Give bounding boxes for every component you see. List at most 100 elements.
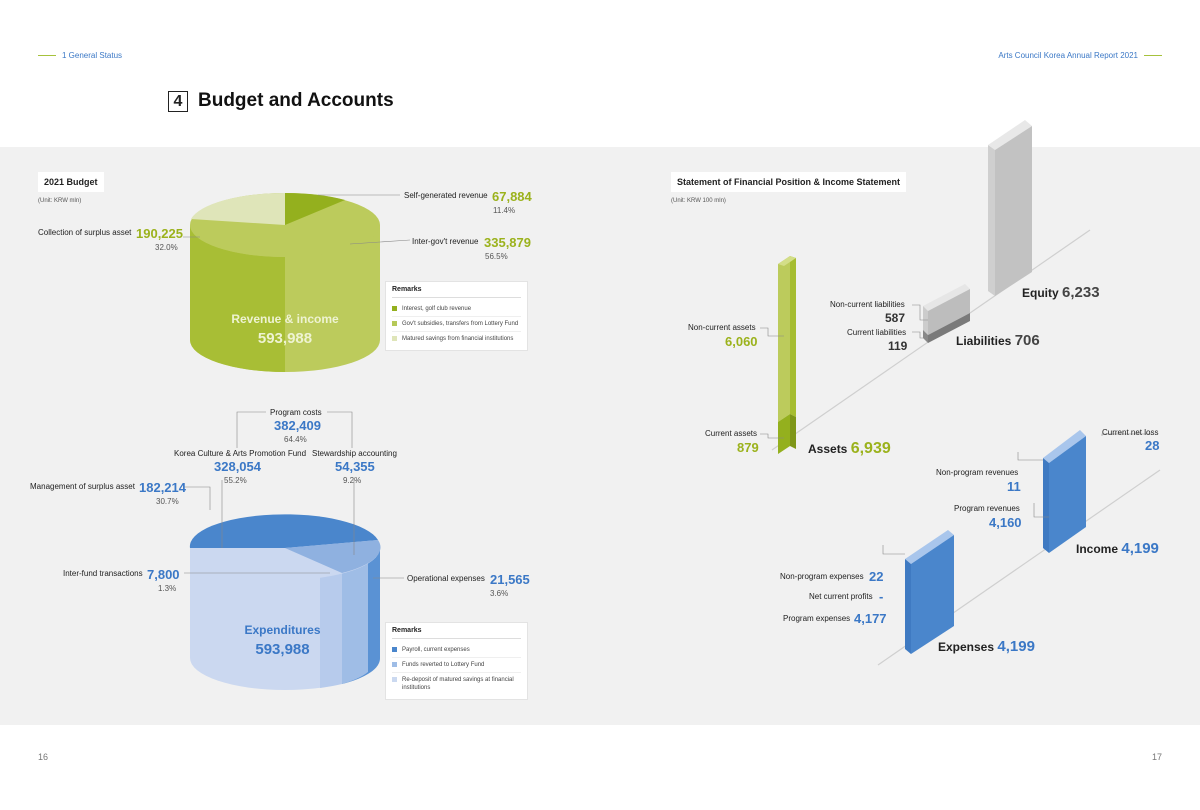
current-assets-label: Current assets (705, 429, 758, 438)
financial-section-title: Statement of Financial Position & Income… (671, 172, 907, 192)
assets-total: 6,939 (850, 440, 891, 457)
program-expenses-label: Program expenses (783, 614, 851, 623)
page-number-right: 17 (1152, 752, 1163, 762)
expenditure-remarks-title: Remarks (392, 627, 521, 639)
program-costs-label: Program costs (270, 408, 322, 417)
expenditure-total: 593,988 (255, 641, 310, 658)
remark-text: Payroll, current expenses (402, 647, 470, 653)
inter-fund-label: Inter-fund transactions (63, 569, 143, 578)
inter-gov-revenue-label: Inter-gov't revenue (412, 237, 479, 246)
assets-bar (778, 256, 796, 454)
inter-gov-revenue-value: 335,879 (484, 235, 531, 250)
expenses-bar (905, 530, 954, 654)
management-surplus-value: 182,214 (139, 480, 186, 495)
legend-swatch (392, 677, 397, 682)
operational-expenses-pct: 3.6% (490, 589, 509, 598)
financial-unit: (Unit: KRW 100 mln) (671, 198, 726, 204)
expenditure-cylinder (189, 514, 381, 690)
kcapf-pct: 55.2% (224, 476, 247, 485)
non-current-assets-label: Non-current assets (688, 323, 756, 332)
revenue-remark-item: Gov't subsidies, transfers from Lottery … (392, 317, 521, 332)
expenditure-remarks: Remarks Payroll, current expenses Funds … (385, 622, 528, 700)
revenue-remarks: Remarks Interest, golf club revenue Gov'… (385, 281, 528, 351)
expenses-total: 4,199 (997, 638, 1035, 655)
income-label: Income (1076, 542, 1119, 556)
operational-expenses-label: Operational expenses (407, 574, 485, 583)
revenue-center-label: Revenue & income (231, 312, 339, 326)
self-generated-revenue-label: Self-generated revenue (404, 191, 488, 200)
current-liabilities-value: 119 (888, 339, 908, 353)
collection-surplus-pct: 32.0% (155, 243, 178, 252)
expenses-total-block: Expenses 4,199 (938, 638, 1035, 655)
revenue-remark-item: Interest, golf club revenue (392, 302, 521, 317)
page-title: Budget and Accounts (198, 90, 394, 111)
non-program-revenues-value: 11 (1007, 479, 1021, 494)
expenditure-center-label: Expenditures (244, 623, 321, 637)
legend-swatch (392, 662, 397, 667)
program-expenses-value: 4,177 (854, 611, 887, 626)
current-net-loss-value: 28 (1145, 438, 1160, 453)
liabilities-total-block: Liabilities 706 (956, 332, 1040, 349)
equity-bar (988, 120, 1032, 296)
liabilities-total: 706 (1014, 332, 1040, 349)
page-number-left: 16 (38, 752, 49, 762)
revenue-remark-item: Matured savings from financial instituti… (392, 332, 521, 346)
self-generated-revenue-pct: 11.4% (493, 206, 516, 215)
current-assets-value: 879 (737, 440, 759, 455)
remark-text: Gov't subsidies, transfers from Lottery … (402, 321, 519, 327)
inter-fund-value: 7,800 (147, 567, 180, 582)
non-current-liabilities-label: Non-current liabilities (830, 300, 905, 309)
expenditure-remark-item: Re-deposit of matured savings at financi… (392, 673, 521, 695)
income-total-block: Income 4,199 (1076, 540, 1159, 557)
budget-section-title: 2021 Budget (38, 172, 104, 192)
equity-total-block: Equity 6,233 (1022, 284, 1100, 301)
stewardship-pct: 9.2% (343, 476, 362, 485)
assets-total-block: Assets 6,939 (808, 440, 891, 458)
program-costs-value: 382,409 (274, 418, 321, 433)
revenue-remarks-title: Remarks (392, 286, 521, 298)
equity-label: Equity (1022, 286, 1059, 300)
program-revenues-value: 4,160 (989, 515, 1022, 530)
equity-total: 6,233 (1062, 284, 1100, 301)
kcapf-value: 328,054 (214, 459, 261, 474)
budget-unit: (Unit: KRW mln) (38, 198, 82, 204)
current-net-loss-label: Current net loss (1102, 428, 1159, 437)
management-surplus-label: Management of surplus asset (30, 482, 135, 491)
header-left-text: 1 General Status (62, 51, 123, 60)
income-bar (1043, 430, 1086, 553)
revenue-cylinder (190, 192, 380, 372)
non-current-liabilities-value: 587 (885, 311, 906, 325)
remark-text: Re-deposit of matured savings at financi… (402, 677, 514, 691)
assets-label: Assets (808, 442, 848, 456)
net-current-profits-label: Net current profits (809, 592, 873, 601)
legend-swatch (392, 306, 397, 311)
remark-text: Funds reverted to Lottery Fund (402, 662, 485, 668)
program-costs-pct: 64.4% (284, 435, 307, 444)
collection-surplus-label: Collection of surplus asset (38, 228, 132, 237)
liabilities-label: Liabilities (956, 334, 1012, 348)
current-liabilities-label: Current liabilities (847, 328, 907, 337)
inter-gov-revenue-pct: 56.5% (485, 252, 508, 261)
non-program-expenses-value: 22 (869, 569, 884, 584)
section-header-left: 1 General Status (38, 51, 122, 60)
revenue-total: 593,988 (257, 330, 313, 347)
expenses-label: Expenses (938, 640, 995, 654)
expenditure-remark-item: Funds reverted to Lottery Fund (392, 658, 521, 673)
collection-surplus-value: 190,225 (136, 226, 183, 241)
program-revenues-label: Program revenues (954, 504, 1020, 513)
self-generated-revenue-value: 67,884 (492, 189, 532, 204)
remark-text: Matured savings from financial instituti… (402, 336, 514, 342)
section-header-right: Arts Council Korea Annual Report 2021 (998, 51, 1162, 60)
management-surplus-pct: 30.7% (156, 497, 179, 506)
liabilities-bar (923, 284, 970, 343)
non-program-revenues-label: Non-program revenues (936, 468, 1019, 477)
inter-fund-pct: 1.3% (158, 584, 177, 593)
legend-swatch (392, 647, 397, 652)
non-current-assets-value: 6,060 (725, 334, 758, 349)
remark-text: Interest, golf club revenue (402, 306, 472, 312)
legend-swatch (392, 321, 397, 326)
non-program-expenses-label: Non-program expenses (780, 572, 864, 581)
kcapf-label: Korea Culture & Arts Promotion Fund (174, 449, 307, 458)
legend-swatch (392, 336, 397, 341)
